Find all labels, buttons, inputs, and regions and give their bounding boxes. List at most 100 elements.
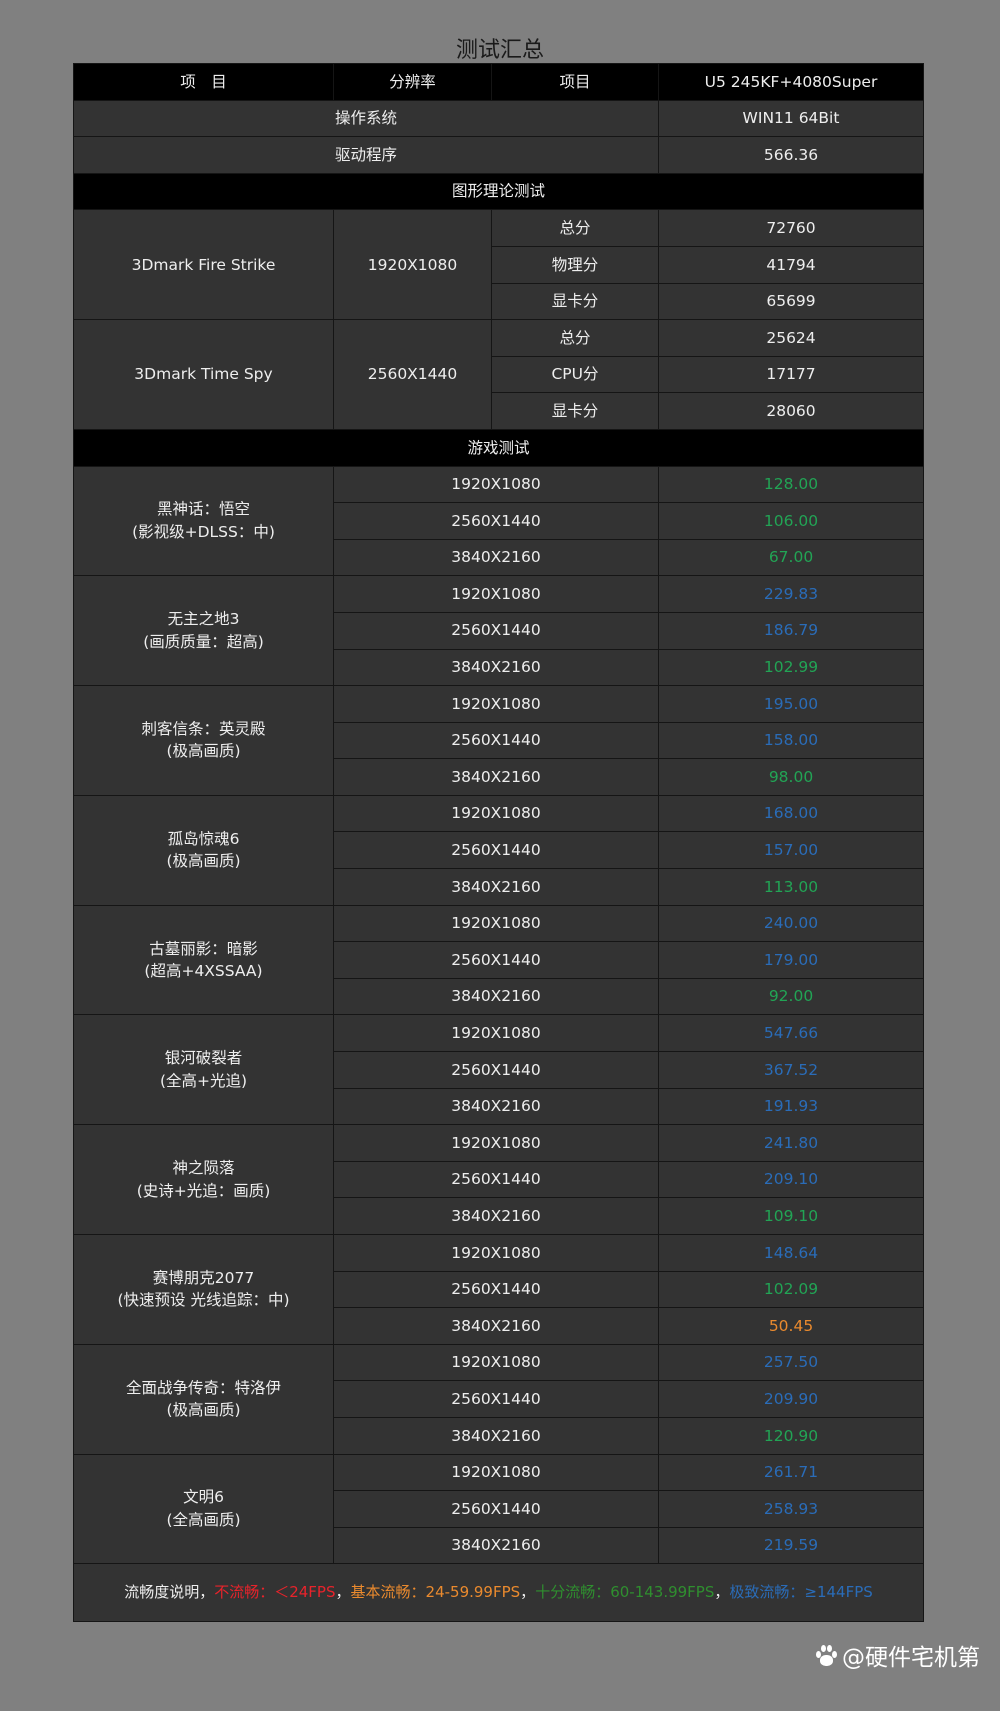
game-row: 3840X2160 109.10	[74, 1197, 924, 1235]
game-resolution: 2560X1440	[333, 1380, 659, 1418]
benchmark-name: 3Dmark Fire Strike	[73, 209, 334, 321]
game-row: 赛博朋克2077 (快速预设 光线追踪：中) 1920X1080 148.64	[73, 1234, 924, 1345]
benchmark-row: 显卡分 28060	[74, 392, 924, 430]
game-name-cell: 文明6 (全高画质)	[73, 1453, 334, 1565]
game-name-cell: 银河破裂者 (全高+光追)	[73, 1014, 334, 1126]
game-resolution: 1920X1080	[333, 685, 659, 723]
game-row: 2560X1440 102.09	[74, 1270, 924, 1309]
section-games-title: 游戏测试	[73, 428, 924, 467]
legend-separator: ，	[714, 1582, 730, 1601]
score-label: 显卡分	[491, 392, 659, 430]
benchmark-resolution: 2560X1440	[333, 319, 492, 430]
game-row: 2560X1440 157.00	[74, 831, 924, 870]
game-setting: (史诗+光追：画质)	[136, 1181, 271, 1200]
game-resolution: 1920X1080	[333, 1234, 659, 1272]
fps-value: 241.80	[658, 1124, 924, 1162]
game-resolution: 3840X2160	[333, 758, 659, 796]
fps-value: 186.79	[658, 611, 924, 650]
header-row: 项 目 分辨率 项目 U5 245KF+4080Super	[73, 63, 924, 101]
game-setting: (超高+4XSSAA)	[144, 962, 263, 981]
legend-item: 不流畅：＜24FPS	[214, 1582, 336, 1601]
header-resolution: 分辨率	[333, 63, 492, 101]
game-resolution: 1920X1080	[333, 1124, 659, 1162]
benchmark-resolution: 1920X1080	[333, 209, 492, 321]
game-resolution: 1920X1080	[333, 575, 659, 613]
game-resolution: 3840X2160	[333, 977, 659, 1016]
score-label: 总分	[491, 319, 659, 357]
game-resolution: 2560X1440	[333, 721, 659, 760]
game-resolution: 3840X2160	[333, 1197, 659, 1235]
score-value: 28060	[658, 392, 924, 430]
fps-value: 102.09	[658, 1270, 924, 1309]
fps-value: 257.50	[658, 1343, 924, 1382]
legend-item: 基本流畅：24-59.99FPS	[350, 1582, 521, 1601]
game-setting: (全高画质)	[166, 1510, 241, 1529]
fps-value: 50.45	[658, 1307, 924, 1345]
fps-value: 113.00	[658, 868, 924, 906]
score-label: 总分	[491, 209, 659, 247]
header-item: 项 目	[73, 63, 334, 101]
game-row: 文明6 (全高画质) 1920X1080 261.71	[73, 1453, 924, 1565]
game-resolution: 3840X2160	[333, 1416, 659, 1455]
score-value: 65699	[658, 282, 924, 321]
game-row: 黑神话：悟空 (影视级+DLSS：中) 1920X1080 128.00	[73, 465, 924, 577]
benchmark-row: 显卡分 65699	[74, 282, 924, 321]
game-resolution: 2560X1440	[333, 1490, 659, 1528]
benchmark-row: 物理分 41794	[74, 245, 924, 284]
game-name: 古墓丽影：暗影	[149, 939, 258, 958]
game-setting: (快速预设 光线追踪：中)	[117, 1291, 290, 1310]
game-row: 2560X1440 106.00	[74, 502, 924, 540]
game-name-cell: 刺客信条：英灵殿 (极高画质)	[73, 685, 334, 796]
game-resolution: 2560X1440	[333, 941, 659, 979]
driver-value: 566.36	[658, 136, 924, 174]
legend-separator: ，	[520, 1582, 536, 1601]
game-name: 无主之地3	[167, 610, 240, 629]
game-row: 2560X1440 179.00	[74, 941, 924, 979]
section-graphics-title: 图形理论测试	[73, 172, 924, 211]
game-resolution: 2560X1440	[333, 1270, 659, 1309]
game-name-cell: 无主之地3 (画质质量：超高)	[73, 575, 334, 687]
fps-value: 191.93	[658, 1087, 924, 1126]
game-resolution: 1920X1080	[333, 794, 659, 833]
game-resolution: 2560X1440	[333, 831, 659, 870]
game-row: 神之陨落 (史诗+光追：画质) 1920X1080 241.80	[73, 1124, 924, 1235]
fps-value: 67.00	[658, 538, 924, 577]
game-resolution: 3840X2160	[333, 1526, 659, 1565]
game-name: 全面战争传奇：特洛伊	[125, 1378, 281, 1397]
game-row: 3840X2160 98.00	[74, 758, 924, 796]
game-row: 全面战争传奇：特洛伊 (极高画质) 1920X1080 257.50	[73, 1343, 924, 1455]
driver-row: 驱动程序 566.36	[73, 136, 924, 174]
game-name: 神之陨落	[172, 1159, 235, 1178]
fps-value: 98.00	[658, 758, 924, 796]
game-name: 银河破裂者	[164, 1049, 243, 1068]
header-config: U5 245KF+4080Super	[658, 63, 924, 101]
game-resolution: 1920X1080	[333, 465, 659, 504]
section-graphics: 图形理论测试	[73, 172, 924, 211]
fps-value: 258.93	[658, 1490, 924, 1528]
game-name: 文明6	[183, 1488, 224, 1507]
fps-value: 179.00	[658, 941, 924, 979]
fps-value: 158.00	[658, 721, 924, 760]
game-resolution: 3840X2160	[333, 1087, 659, 1126]
benchmark-name: 3Dmark Time Spy	[73, 319, 334, 430]
game-row: 2560X1440 158.00	[74, 721, 924, 760]
game-row: 刺客信条：英灵殿 (极高画质) 1920X1080 195.00	[73, 685, 924, 796]
score-value: 25624	[658, 319, 924, 357]
game-name: 孤岛惊魂6	[167, 829, 240, 848]
game-row: 3840X2160 113.00	[74, 868, 924, 906]
game-resolution: 2560X1440	[333, 1160, 659, 1199]
game-setting: (全高+光追)	[159, 1071, 248, 1090]
game-name-cell: 赛博朋克2077 (快速预设 光线追踪：中)	[73, 1234, 334, 1345]
legend-intro: 流畅度说明，	[124, 1582, 215, 1601]
os-value: WIN11 64Bit	[658, 99, 924, 138]
score-value: 17177	[658, 355, 924, 394]
game-resolution: 2560X1440	[333, 611, 659, 650]
benchmark-row: 3Dmark Fire Strike 1920X1080 总分 72760	[73, 209, 924, 321]
game-row: 2560X1440 367.52	[74, 1051, 924, 1089]
game-row: 2560X1440 258.93	[74, 1490, 924, 1528]
game-setting: (极高画质)	[166, 852, 241, 871]
game-row: 银河破裂者 (全高+光追) 1920X1080 547.66	[73, 1014, 924, 1126]
game-setting: (极高画质)	[166, 742, 241, 761]
fps-value: 120.90	[658, 1416, 924, 1455]
os-row: 操作系统 WIN11 64Bit	[73, 99, 924, 138]
